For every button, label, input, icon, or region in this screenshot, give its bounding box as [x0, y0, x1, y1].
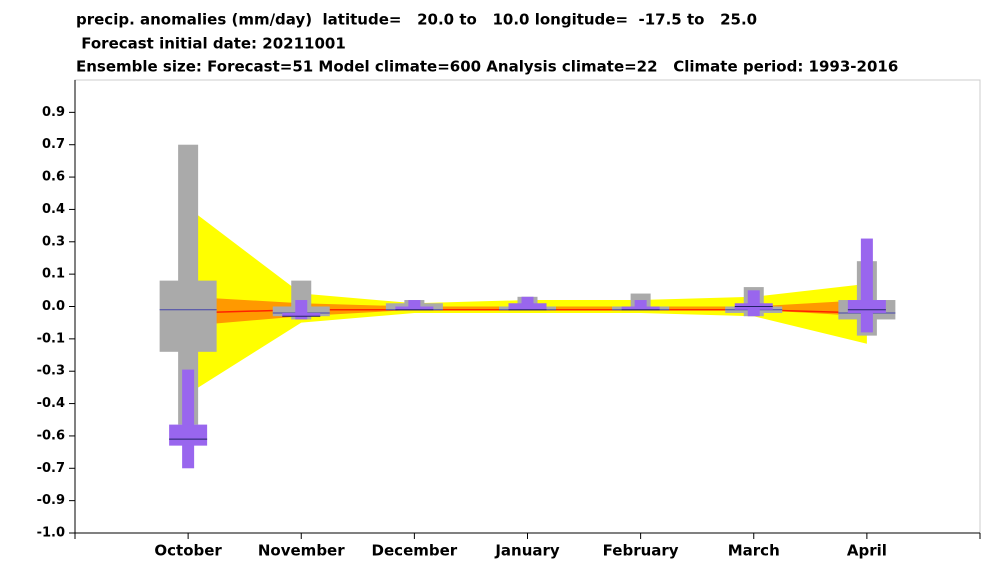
y-tick-label: -0.9: [37, 493, 65, 508]
y-tick-label: 0.4: [42, 202, 65, 217]
whisker: [408, 300, 421, 310]
y-tick-label: 0.6: [42, 170, 65, 185]
box: [508, 303, 547, 310]
y-tick-label: -0.4: [37, 396, 65, 411]
box: [159, 280, 217, 352]
x-tick-label: December: [372, 542, 458, 560]
y-tick-label: -0.1: [37, 331, 65, 346]
box: [621, 306, 660, 310]
x-tick-label: January: [494, 542, 560, 560]
box: [847, 300, 886, 313]
x-tick-label: November: [258, 542, 345, 560]
box: [282, 312, 321, 317]
x-tick-label: October: [154, 542, 222, 560]
whisker: [634, 300, 647, 310]
y-tick-label: 0.0: [42, 299, 65, 314]
y-tick-label: 0.9: [42, 105, 65, 120]
y-tick-label: 0.3: [42, 234, 65, 249]
x-tick-label: April: [847, 542, 887, 560]
y-tick-label: 0.1: [42, 267, 65, 282]
box: [395, 306, 434, 310]
title-line: Ensemble size: Forecast=51 Model climate…: [76, 58, 898, 76]
x-tick-label: February: [603, 542, 679, 560]
whisker: [182, 369, 195, 469]
y-tick-label: -1.0: [37, 526, 65, 541]
y-tick-label: -0.3: [37, 364, 65, 379]
box: [169, 424, 208, 446]
y-tick-label: 0.7: [42, 137, 65, 152]
y-tick-label: -0.7: [37, 461, 65, 476]
title-line: Forecast initial date: 20211001: [76, 35, 346, 53]
y-tick-label: -0.6: [37, 428, 65, 443]
x-tick-label: March: [728, 542, 780, 560]
whisker: [860, 238, 873, 333]
title-line: precip. anomalies (mm/day) latitude= 20.…: [76, 11, 757, 29]
